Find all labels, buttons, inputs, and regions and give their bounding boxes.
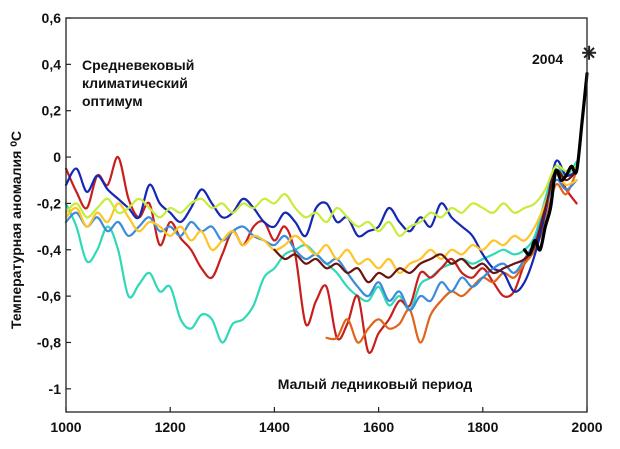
series-line-5 — [64, 178, 578, 312]
y-axis-label: Температурная аномалия ⁰C — [8, 131, 24, 329]
y-tick-label: -1 — [49, 381, 62, 397]
series-line-3 — [325, 169, 578, 344]
y-tick-label: 0,6 — [42, 10, 62, 26]
x-tick-label: 1800 — [467, 419, 498, 435]
x-tick-label: 1200 — [155, 419, 186, 435]
star-marker-icon — [582, 45, 597, 60]
y-tick-label: -0,6 — [37, 288, 61, 304]
medieval-line-1: Средневековый — [82, 57, 194, 73]
series-layer — [64, 72, 589, 355]
plot-frame — [65, 17, 588, 413]
series-line-6 — [64, 173, 578, 275]
y-tick-label: -0,2 — [37, 195, 61, 211]
x-tick-label: 1600 — [363, 419, 394, 435]
x-tick-label: 1400 — [259, 419, 290, 435]
series-line-9 — [522, 72, 589, 257]
series-line-8 — [273, 168, 578, 284]
medieval-line-3: оптимум — [82, 93, 143, 109]
medieval-line-2: климатический — [82, 75, 188, 91]
series-line-2 — [64, 155, 578, 355]
x-axis-ticks: 1000 1200 1400 1600 1800 2000 — [50, 407, 603, 435]
y-tick-label: 0,2 — [42, 103, 62, 119]
y-tick-label: -0,4 — [37, 242, 61, 258]
marker-layer — [582, 45, 597, 60]
year-2004-annotation: 2004 — [532, 51, 563, 67]
series-line-7 — [64, 164, 578, 237]
y-tick-label: 0,4 — [42, 56, 62, 72]
series-line-1 — [64, 160, 578, 344]
y-tick-label: -0,8 — [37, 334, 61, 350]
star-marker-ray — [583, 47, 595, 59]
x-tick-label: 1000 — [50, 419, 81, 435]
little-ice-age-annotation: Малый ледниковый период — [278, 376, 473, 392]
medieval-optimum-annotation: Средневековый климатический оптимум — [82, 57, 194, 109]
y-tick-label: 0 — [53, 149, 61, 165]
y-axis-ticks: 0,6 0,4 0,2 0 -0,2 -0,4 -0,6 -0,8 -1 — [37, 10, 71, 397]
x-tick-label: 2000 — [571, 419, 602, 435]
series-line-4 — [64, 159, 578, 293]
